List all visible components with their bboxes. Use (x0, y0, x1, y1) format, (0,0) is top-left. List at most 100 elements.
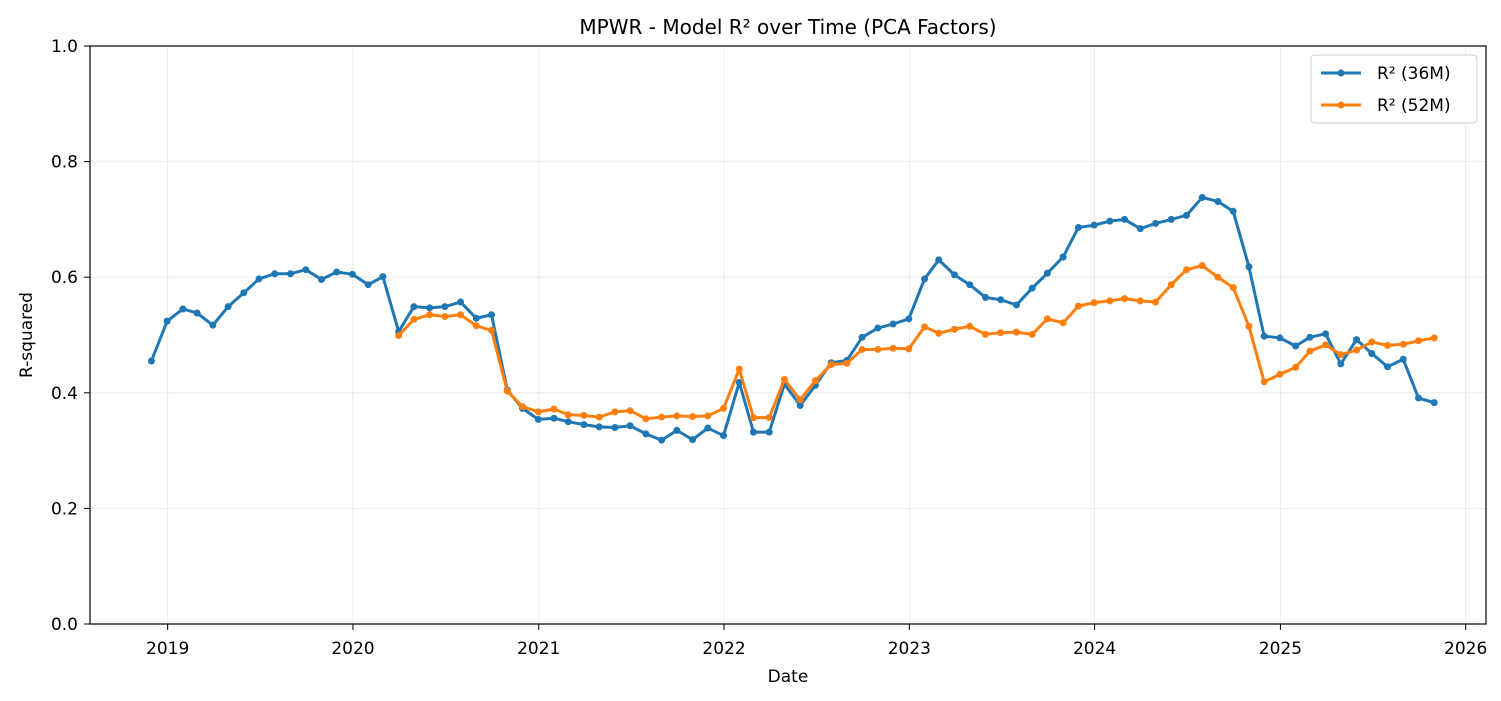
data-point (720, 432, 728, 440)
data-point (1012, 328, 1020, 336)
data-point (735, 378, 743, 386)
data-point (1292, 363, 1300, 371)
data-point (1399, 355, 1407, 363)
data-point (735, 365, 743, 373)
data-point (626, 422, 634, 430)
data-point (1152, 298, 1160, 306)
data-point (966, 281, 974, 289)
x-axis: 2019 2020 2021 2022 2023 2024 2025 2026 (146, 624, 1487, 659)
legend-label-52m: R² (52M) (1377, 96, 1451, 116)
data-point (580, 411, 588, 419)
data-point (921, 275, 929, 283)
series-layer (147, 193, 1438, 444)
data-point (240, 289, 248, 297)
y-tick-label: 0.4 (51, 384, 78, 404)
data-point (626, 407, 634, 415)
series-0 (147, 193, 1438, 444)
data-point (302, 266, 310, 274)
data-point (1059, 319, 1067, 327)
data-point (1090, 299, 1098, 307)
data-point (642, 430, 650, 438)
data-point (1182, 266, 1190, 274)
data-point (163, 317, 171, 325)
data-point (1182, 211, 1190, 219)
data-point (534, 415, 542, 423)
data-point (1152, 219, 1160, 227)
data-point (271, 270, 279, 278)
data-point (780, 376, 788, 384)
x-axis-label: Date (768, 667, 809, 687)
plot-frame (89, 45, 1487, 625)
data-point (966, 322, 974, 330)
data-point (858, 333, 866, 341)
data-point (921, 323, 929, 331)
data-point (1292, 342, 1300, 350)
data-point (503, 387, 511, 395)
data-point (595, 413, 603, 421)
data-point (550, 405, 558, 413)
data-point (935, 329, 943, 337)
data-point (951, 325, 958, 333)
data-point (1414, 337, 1422, 345)
data-point (488, 326, 496, 334)
y-tick-label: 0.6 (51, 268, 78, 288)
data-point (997, 329, 1005, 337)
data-point (317, 276, 325, 284)
data-point (1106, 217, 1114, 225)
data-point (765, 428, 773, 436)
chart-title: MPWR - Model R² over Time (PCA Factors) (579, 15, 996, 39)
data-point (1353, 346, 1361, 354)
data-point (1167, 281, 1175, 289)
data-point (472, 314, 480, 322)
data-point (1214, 273, 1222, 281)
data-point (658, 413, 666, 421)
data-point (1229, 207, 1237, 215)
data-point (1430, 399, 1438, 407)
data-point (209, 321, 217, 329)
data-point (287, 270, 295, 278)
x-tick-label: 2023 (888, 639, 931, 659)
data-point (935, 256, 943, 264)
data-point (858, 345, 866, 353)
data-point (179, 305, 187, 313)
data-point (811, 377, 819, 385)
data-point (611, 408, 619, 416)
data-point (1090, 221, 1098, 229)
x-tick-label: 2020 (331, 639, 374, 659)
data-point (1106, 297, 1114, 305)
y-tick-label: 0.0 (51, 615, 78, 635)
data-point (147, 357, 155, 365)
data-point (1368, 350, 1376, 357)
data-point (1012, 301, 1020, 309)
data-point (997, 296, 1005, 304)
data-point (1121, 215, 1129, 223)
x-tick-label: 2021 (517, 639, 560, 659)
data-point (689, 436, 697, 444)
data-point (564, 418, 572, 426)
data-point (1136, 297, 1144, 305)
data-point (193, 309, 201, 317)
data-point (1399, 340, 1407, 348)
data-point (595, 423, 603, 431)
data-point (905, 345, 913, 353)
data-point (457, 298, 465, 306)
data-point (1306, 347, 1314, 355)
data-point (1322, 341, 1330, 349)
data-point (395, 332, 403, 340)
data-point (1322, 330, 1330, 338)
data-point (1198, 262, 1206, 270)
x-tick-label: 2019 (146, 639, 189, 659)
x-tick-label: 2025 (1259, 639, 1302, 659)
data-point (1337, 351, 1345, 359)
data-point (441, 303, 449, 311)
data-point (441, 313, 449, 320)
data-point (874, 345, 882, 353)
data-point (1260, 378, 1268, 386)
data-point (426, 304, 434, 312)
data-point (704, 412, 712, 420)
data-point (1245, 263, 1253, 271)
data-point (981, 293, 989, 301)
data-point (905, 315, 913, 323)
